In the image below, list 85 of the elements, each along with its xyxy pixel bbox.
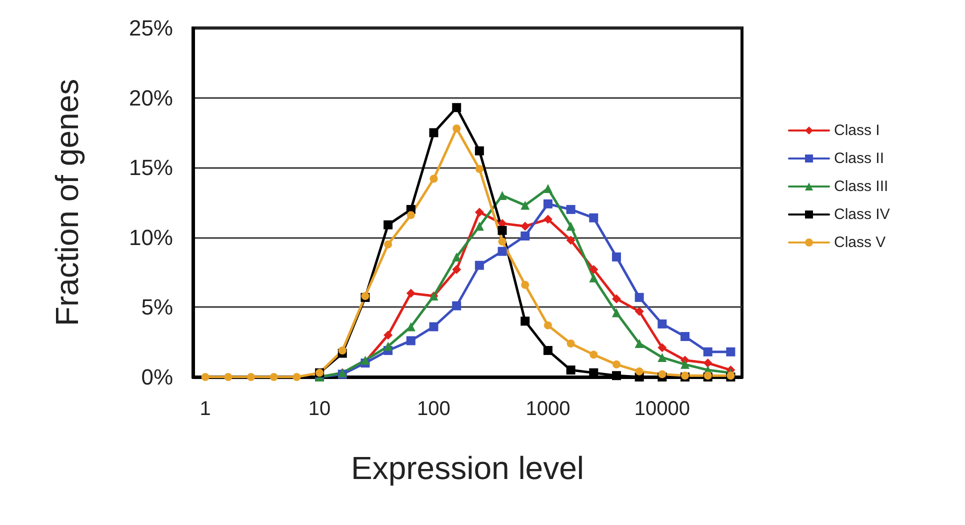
legend-label: Class II [834, 150, 884, 167]
point [384, 330, 393, 340]
point [566, 366, 576, 375]
point [452, 103, 462, 112]
y-tick-label: 25% [128, 16, 173, 40]
point [566, 236, 576, 245]
legend-label: Class III [834, 178, 888, 195]
point [703, 358, 712, 368]
point [658, 319, 667, 328]
y-tick-label: 20% [128, 85, 173, 110]
point [520, 316, 530, 326]
x-axis-title: Expression level [351, 450, 584, 486]
y-tick-label: 10% [128, 224, 173, 250]
point [384, 220, 393, 230]
point [498, 191, 507, 200]
x-tick-label: 10 [308, 398, 331, 420]
point [612, 308, 621, 318]
x-tick-label: 100 [417, 398, 450, 420]
point [658, 352, 667, 362]
y-tick-label: 0% [141, 364, 173, 390]
point [520, 232, 530, 241]
y-tick-label: 5% [141, 294, 173, 320]
point [452, 265, 462, 274]
x-tick-label: 1000 [526, 398, 570, 420]
point [474, 146, 484, 156]
point [520, 200, 530, 210]
point [703, 347, 712, 356]
point [634, 338, 644, 348]
point [543, 184, 552, 194]
point [474, 208, 484, 217]
point [201, 373, 210, 381]
point [430, 174, 438, 183]
point [612, 371, 621, 380]
point [474, 260, 484, 270]
point [384, 240, 392, 248]
point [566, 204, 576, 214]
y-tick-label: 15% [128, 155, 173, 180]
point [658, 343, 667, 352]
point [612, 360, 620, 368]
point [270, 373, 278, 381]
point [658, 370, 666, 378]
point [634, 306, 644, 316]
point [521, 280, 530, 289]
point [612, 252, 621, 262]
point [452, 252, 462, 262]
point [612, 294, 621, 304]
point [634, 292, 644, 302]
x-tick-label: 10000 [634, 398, 690, 420]
point [498, 238, 506, 246]
legend-label: Class IV [834, 206, 890, 223]
point [406, 211, 415, 220]
point [680, 360, 690, 369]
point [406, 288, 416, 298]
point [429, 128, 438, 138]
point [726, 347, 736, 356]
point [543, 346, 552, 355]
point [247, 373, 256, 381]
y-axis-title: Fraction of genes [49, 78, 85, 326]
point [406, 336, 416, 346]
legend-label: Class I [834, 122, 880, 139]
point [338, 346, 346, 354]
point [520, 222, 530, 231]
point [589, 213, 598, 222]
point [635, 367, 644, 376]
point [543, 199, 552, 208]
x-tick-label: 1 [200, 398, 211, 420]
point [589, 265, 598, 274]
point [544, 321, 552, 330]
point [429, 322, 438, 332]
point [590, 350, 598, 359]
point [498, 246, 507, 256]
point [452, 124, 461, 133]
point [566, 222, 576, 231]
point [589, 273, 598, 282]
point [543, 214, 552, 224]
point [384, 342, 393, 351]
point [566, 340, 575, 348]
point [452, 301, 462, 310]
legend-label: Class V [834, 234, 886, 251]
point [224, 373, 232, 381]
point [292, 373, 301, 381]
point [498, 226, 507, 235]
point [474, 222, 484, 231]
point [680, 332, 690, 342]
point [475, 165, 484, 173]
